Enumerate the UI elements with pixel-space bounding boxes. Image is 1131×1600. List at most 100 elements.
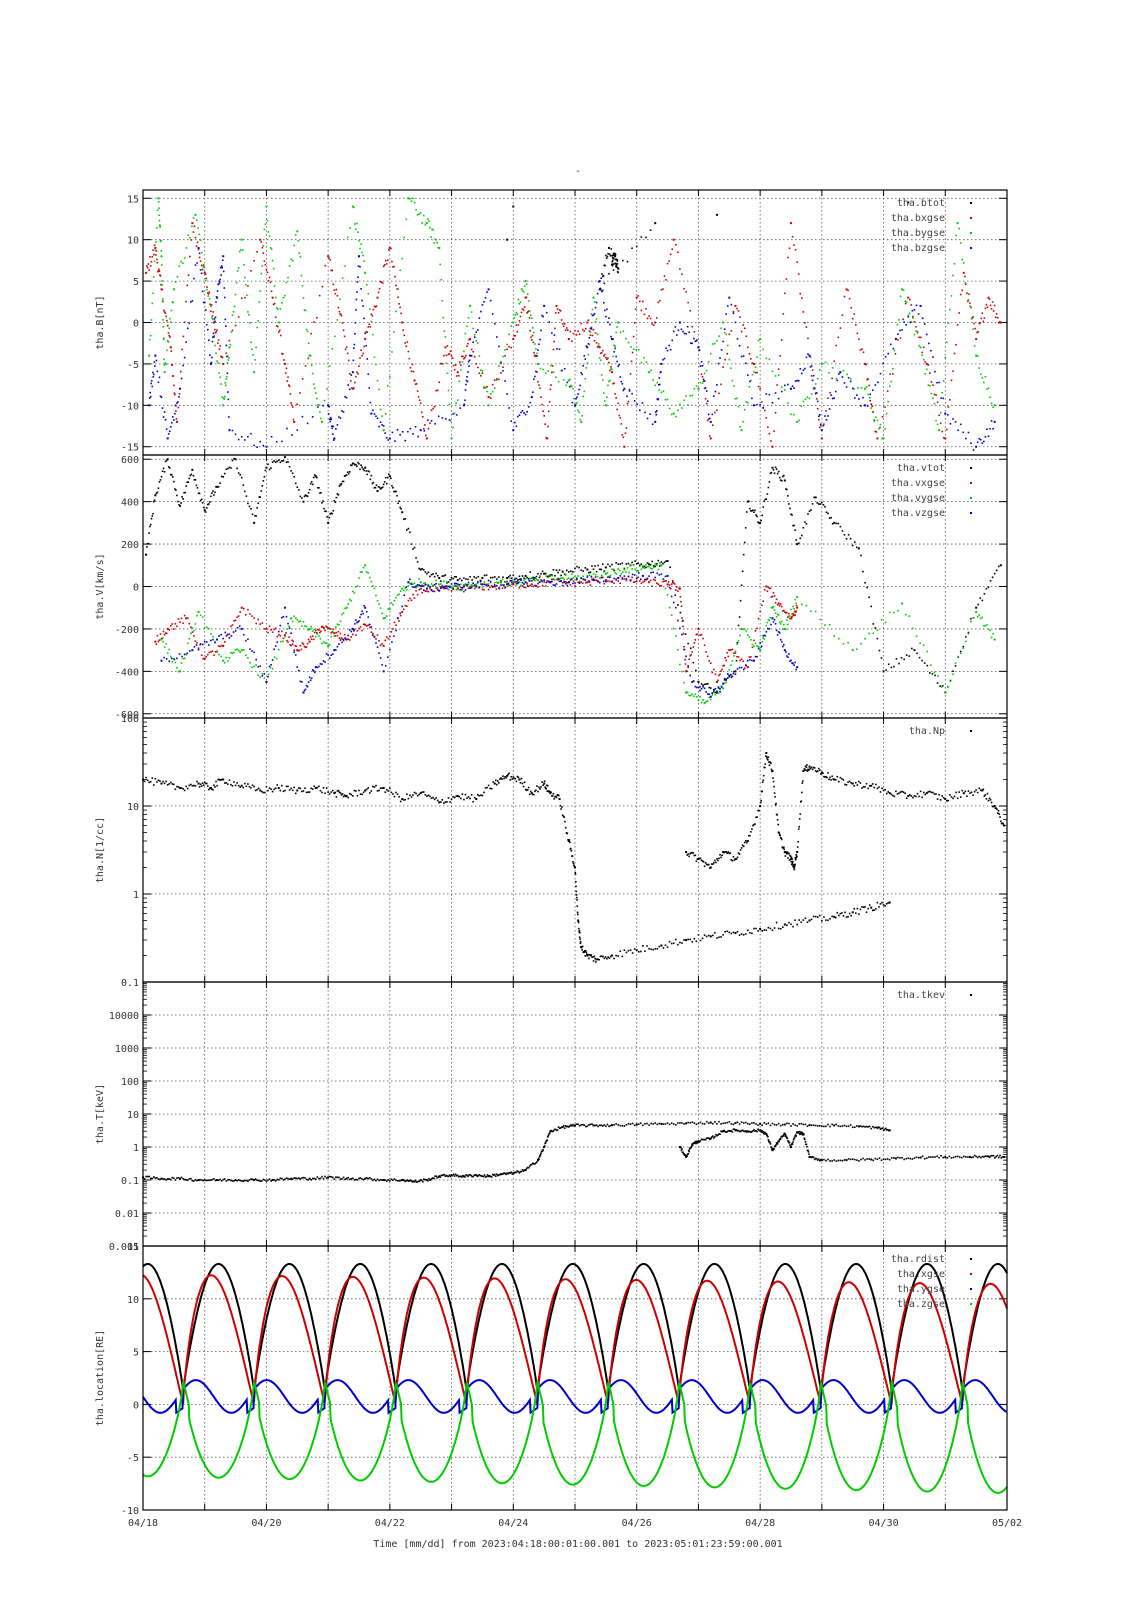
data-point bbox=[288, 385, 291, 388]
data-point bbox=[784, 384, 786, 387]
data-point bbox=[481, 577, 484, 580]
data-point bbox=[435, 572, 437, 575]
data-point bbox=[864, 404, 867, 407]
data-point bbox=[544, 423, 546, 425]
data-point bbox=[162, 338, 165, 341]
data-point bbox=[843, 382, 846, 384]
data-point bbox=[705, 700, 707, 703]
data-point bbox=[766, 621, 769, 624]
data-point bbox=[281, 440, 283, 443]
data-point bbox=[864, 362, 867, 365]
data-point bbox=[409, 197, 411, 200]
data-point bbox=[770, 623, 772, 626]
data-point bbox=[551, 795, 554, 797]
data-point bbox=[356, 630, 359, 632]
data-point bbox=[983, 592, 986, 595]
data-point bbox=[265, 445, 268, 448]
data-point bbox=[178, 393, 181, 395]
data-point bbox=[358, 365, 360, 368]
data-point bbox=[555, 376, 557, 378]
data-point bbox=[517, 324, 520, 326]
data-point bbox=[768, 432, 771, 435]
data-point bbox=[728, 931, 731, 934]
data-point bbox=[286, 380, 289, 382]
data-point bbox=[674, 594, 677, 596]
data-point bbox=[213, 654, 215, 657]
data-point bbox=[1002, 822, 1004, 825]
data-point bbox=[384, 259, 387, 262]
data-point bbox=[773, 609, 776, 611]
data-point bbox=[941, 392, 943, 394]
data-point bbox=[620, 423, 623, 425]
data-point bbox=[670, 595, 673, 598]
data-point bbox=[218, 653, 220, 656]
data-point bbox=[726, 651, 729, 654]
data-point bbox=[805, 604, 808, 607]
data-point bbox=[555, 796, 558, 799]
data-point bbox=[925, 792, 928, 795]
data-point bbox=[198, 233, 201, 236]
data-point bbox=[533, 351, 535, 354]
data-point bbox=[321, 663, 323, 666]
data-point bbox=[239, 474, 241, 476]
data-point bbox=[588, 343, 591, 346]
data-point bbox=[972, 316, 974, 318]
data-point bbox=[737, 624, 740, 627]
data-point bbox=[418, 213, 420, 215]
legend-label: tha.vtot bbox=[897, 463, 945, 474]
data-point bbox=[609, 955, 612, 958]
data-point bbox=[810, 610, 812, 613]
data-point bbox=[697, 387, 700, 390]
data-point bbox=[742, 324, 744, 326]
data-point bbox=[723, 677, 726, 680]
data-point bbox=[773, 792, 776, 794]
data-point bbox=[242, 484, 245, 486]
data-point bbox=[236, 467, 238, 470]
data-point bbox=[310, 364, 313, 366]
data-point bbox=[646, 562, 649, 564]
data-point bbox=[354, 381, 356, 384]
data-point bbox=[876, 419, 879, 422]
data-point bbox=[180, 787, 183, 789]
data-point bbox=[548, 401, 551, 403]
data-point bbox=[258, 301, 261, 303]
data-point bbox=[871, 411, 874, 413]
data-point bbox=[724, 930, 726, 933]
data-point bbox=[469, 338, 472, 341]
data-point bbox=[353, 630, 355, 632]
data-point bbox=[388, 473, 390, 476]
data-point bbox=[375, 594, 377, 597]
data-point bbox=[188, 637, 191, 640]
data-point bbox=[515, 582, 518, 585]
data-point bbox=[703, 644, 706, 647]
data-point bbox=[796, 596, 799, 599]
data-point bbox=[731, 379, 734, 382]
data-point bbox=[722, 340, 724, 343]
data-point bbox=[972, 449, 975, 451]
data-point bbox=[275, 657, 278, 660]
data-point bbox=[793, 387, 795, 389]
data-point bbox=[703, 865, 706, 868]
data-point bbox=[748, 353, 751, 355]
data-point bbox=[331, 348, 334, 350]
data-point bbox=[151, 371, 154, 374]
data-point bbox=[288, 625, 290, 628]
data-point bbox=[575, 334, 578, 336]
data-point bbox=[154, 249, 157, 251]
data-point bbox=[593, 313, 596, 315]
data-point bbox=[533, 793, 535, 796]
data-point bbox=[477, 586, 480, 589]
data-point bbox=[930, 349, 932, 352]
data-point bbox=[348, 388, 351, 391]
data-point bbox=[149, 780, 152, 783]
data-point bbox=[515, 311, 518, 314]
data-point bbox=[572, 861, 574, 863]
data-point bbox=[330, 635, 333, 638]
data-point bbox=[787, 857, 789, 859]
data-point bbox=[263, 228, 266, 231]
data-point bbox=[145, 553, 148, 556]
data-point bbox=[718, 392, 720, 395]
data-point bbox=[293, 615, 295, 618]
data-point bbox=[557, 571, 559, 574]
data-point bbox=[939, 685, 941, 687]
